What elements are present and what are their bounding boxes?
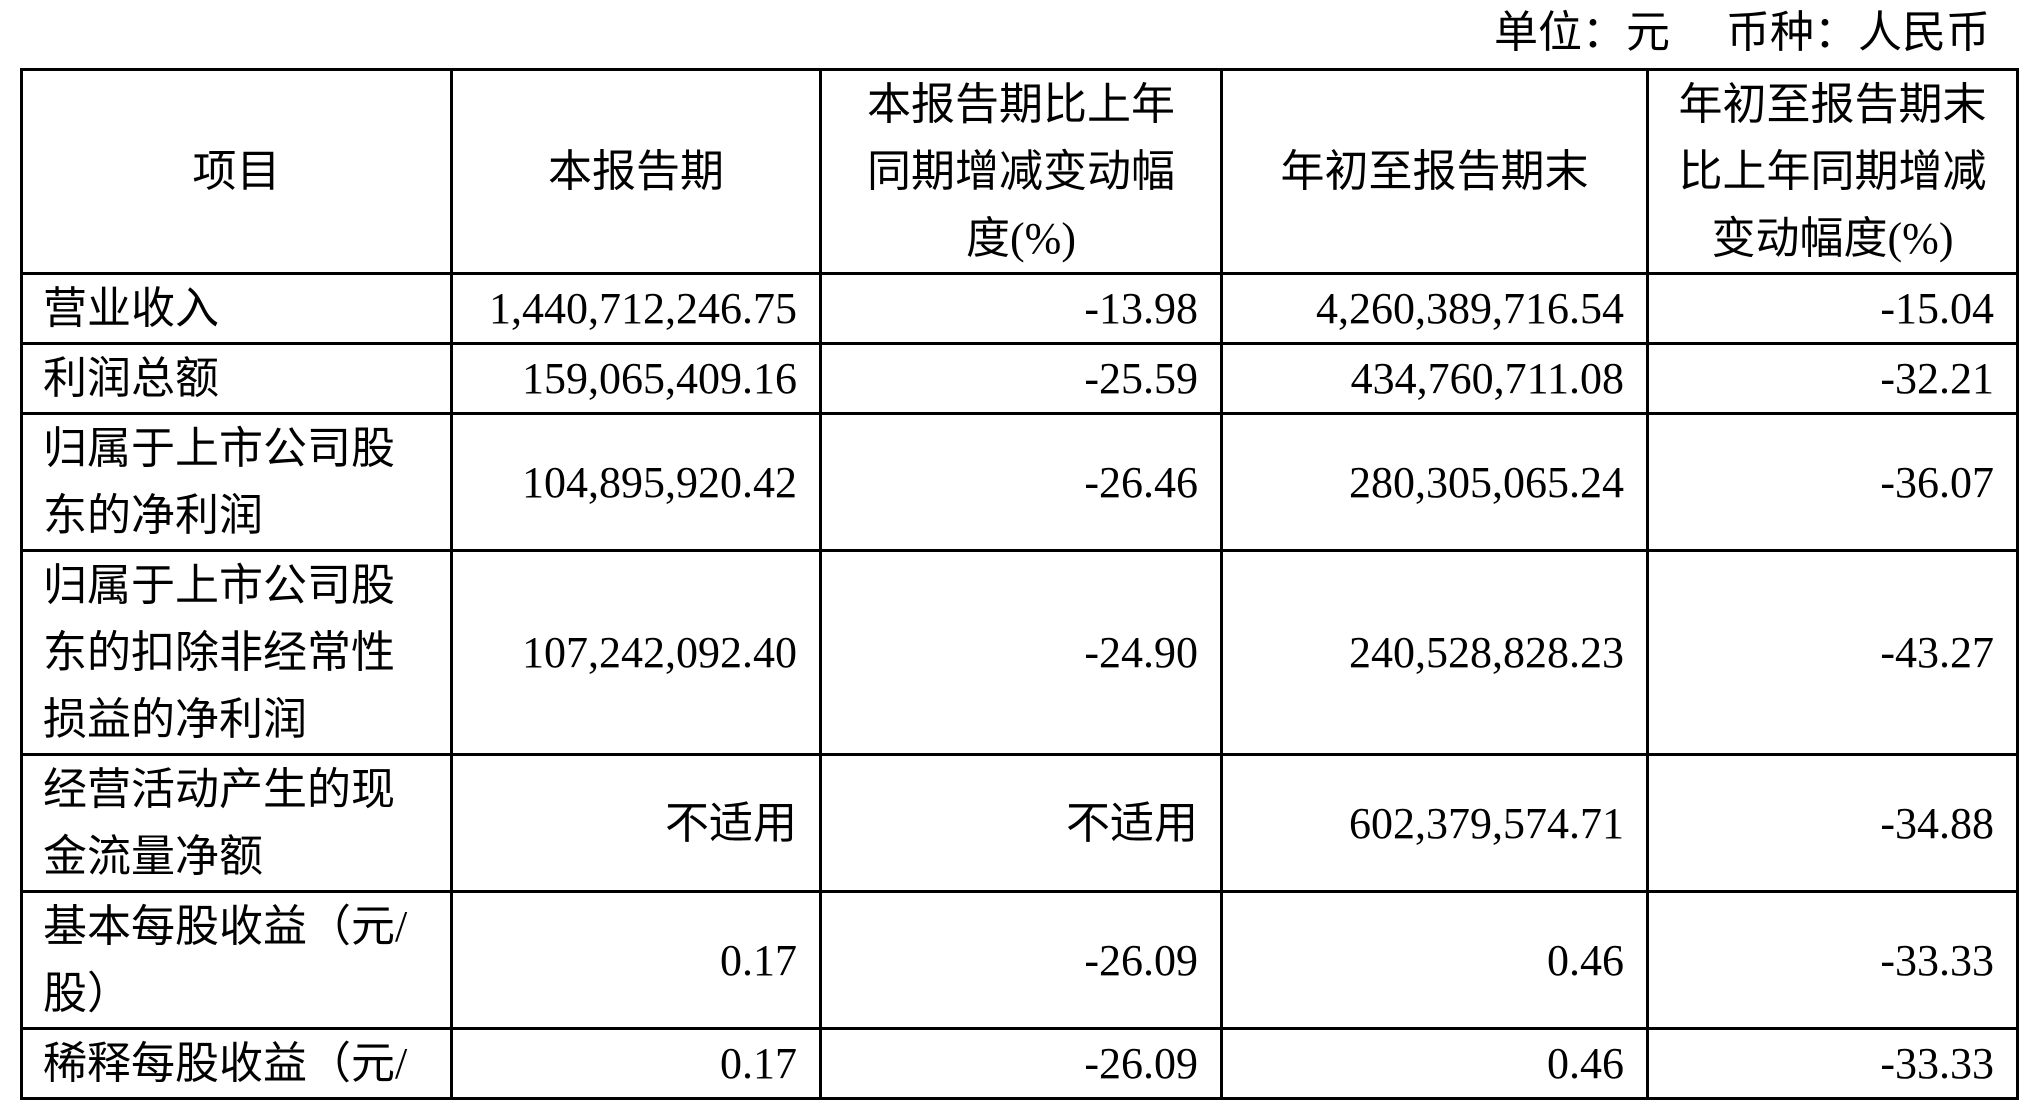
current-period-cell: 159,065,409.16 <box>450 342 822 415</box>
ytd-cell: 4,260,389,716.54 <box>1220 272 1649 345</box>
table-row: 基本每股收益（元/股） 0.17 -26.09 0.46 -33.33 <box>20 890 2019 1030</box>
current-period-cell: 0.17 <box>450 1027 822 1100</box>
ytd-cell: 240,528,828.23 <box>1220 549 1649 756</box>
ytd-cell: 280,305,065.24 <box>1220 412 1649 552</box>
table-row: 归属于上市公司股东的净利润 104,895,920.42 -26.46 280,… <box>20 412 2019 552</box>
current-change-cell: -25.59 <box>819 342 1223 415</box>
current-period-cell: 107,242,092.40 <box>450 549 822 756</box>
ytd-change-cell: -36.07 <box>1646 412 2019 552</box>
item-cell: 基本每股收益（元/股） <box>20 890 453 1030</box>
col-header-current-period: 本报告期 <box>450 68 822 275</box>
ytd-change-cell: -32.21 <box>1646 342 2019 415</box>
ytd-cell: 0.46 <box>1220 890 1649 1030</box>
table-row: 利润总额 159,065,409.16 -25.59 434,760,711.0… <box>20 342 2019 415</box>
item-cell: 经营活动产生的现金流量净额 <box>20 753 453 893</box>
current-period-cell: 0.17 <box>450 890 822 1030</box>
financial-summary-table: 项目 本报告期 本报告期比上年同期增减变动幅度(%) 年初至报告期末 年初至报告… <box>20 68 2019 1100</box>
table-row: 经营活动产生的现金流量净额 不适用 不适用 602,379,574.71 -34… <box>20 753 2019 893</box>
col-header-item: 项目 <box>20 68 453 275</box>
col-header-current-change: 本报告期比上年同期增减变动幅度(%) <box>819 68 1223 275</box>
current-change-cell: -24.90 <box>819 549 1223 756</box>
ytd-change-cell: -33.33 <box>1646 890 2019 1030</box>
item-cell: 营业收入 <box>20 272 453 345</box>
item-cell: 利润总额 <box>20 342 453 415</box>
ytd-cell: 602,379,574.71 <box>1220 753 1649 893</box>
report-page: 单位：元 币种：人民币 项目 本报告期 本报告期比上年同期增减变动幅度(%) 年初… <box>0 8 2026 1100</box>
current-period-cell: 104,895,920.42 <box>450 412 822 552</box>
unit-currency-line: 单位：元 币种：人民币 <box>0 8 1990 58</box>
col-header-ytd-change: 年初至报告期末比上年同期增减变动幅度(%) <box>1646 68 2019 275</box>
ytd-cell: 0.46 <box>1220 1027 1649 1100</box>
header-row: 项目 本报告期 本报告期比上年同期增减变动幅度(%) 年初至报告期末 年初至报告… <box>20 68 2019 275</box>
current-period-cell: 1,440,712,246.75 <box>450 272 822 345</box>
item-cell: 归属于上市公司股东的扣除非经常性损益的净利润 <box>20 549 453 756</box>
ytd-change-cell: -15.04 <box>1646 272 2019 345</box>
ytd-cell: 434,760,711.08 <box>1220 342 1649 415</box>
current-change-cell: 不适用 <box>819 753 1223 893</box>
item-cell: 归属于上市公司股东的净利润 <box>20 412 453 552</box>
col-header-ytd: 年初至报告期末 <box>1220 68 1649 275</box>
ytd-change-cell: -43.27 <box>1646 549 2019 756</box>
current-change-cell: -26.46 <box>819 412 1223 552</box>
item-cell: 稀释每股收益（元/ <box>20 1027 453 1100</box>
ytd-change-cell: -33.33 <box>1646 1027 2019 1100</box>
table-row: 归属于上市公司股东的扣除非经常性损益的净利润 107,242,092.40 -2… <box>20 549 2019 756</box>
current-change-cell: -26.09 <box>819 1027 1223 1100</box>
ytd-change-cell: -34.88 <box>1646 753 2019 893</box>
current-change-cell: -13.98 <box>819 272 1223 345</box>
table-row: 稀释每股收益（元/ 0.17 -26.09 0.46 -33.33 <box>20 1027 2019 1100</box>
table-row: 营业收入 1,440,712,246.75 -13.98 4,260,389,7… <box>20 272 2019 345</box>
currency-label: 币种：人民币 <box>1726 8 1990 57</box>
current-change-cell: -26.09 <box>819 890 1223 1030</box>
unit-label: 单位：元 <box>1494 8 1670 57</box>
current-period-cell: 不适用 <box>450 753 822 893</box>
